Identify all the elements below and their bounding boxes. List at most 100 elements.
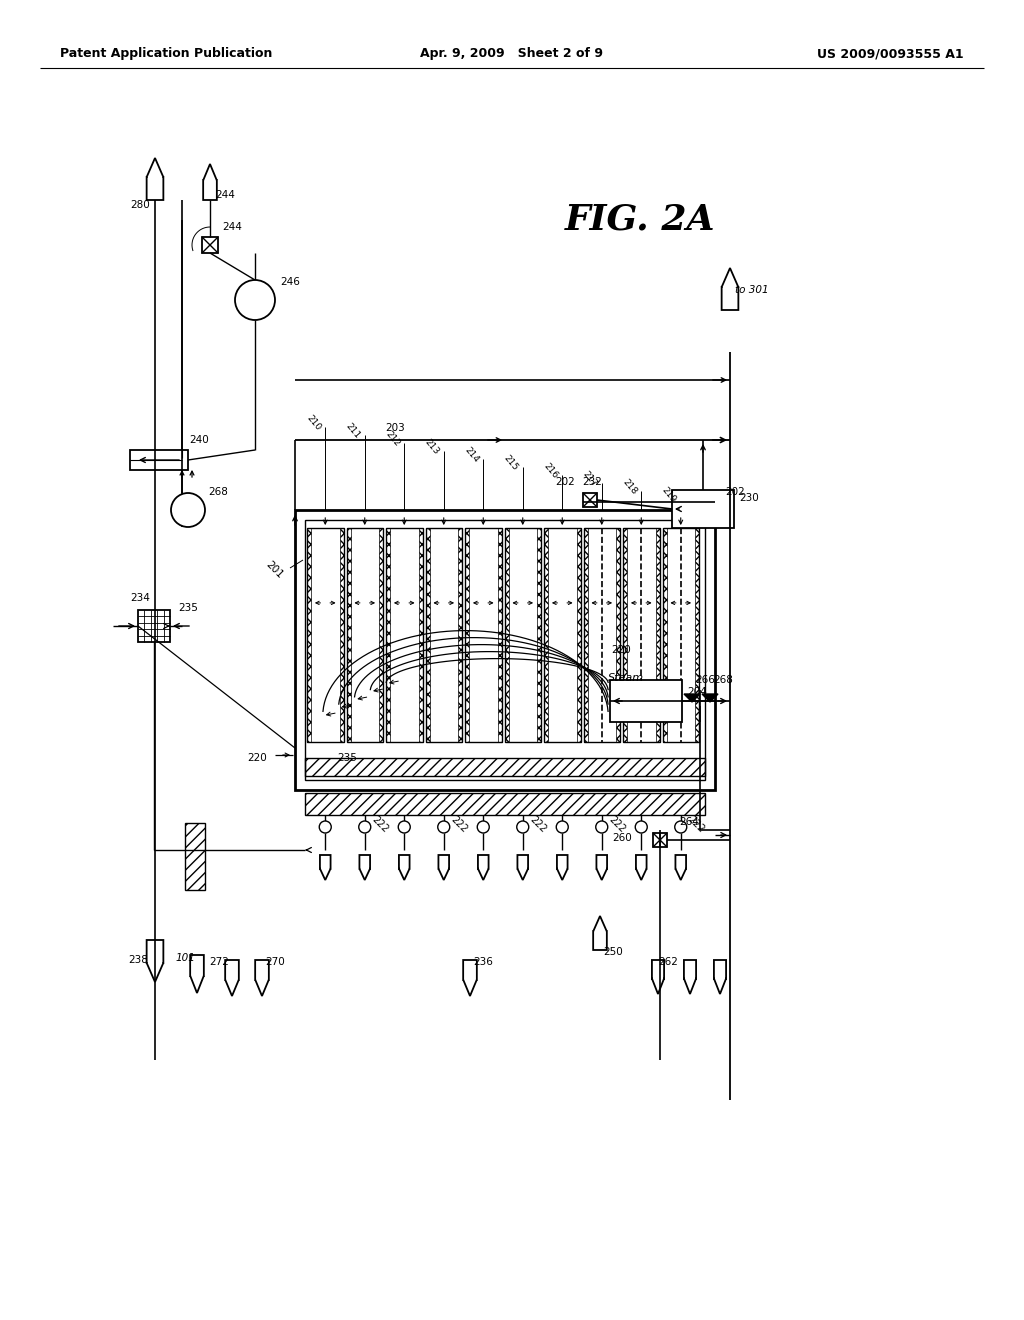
Text: 222: 222 bbox=[686, 814, 707, 836]
Bar bbox=[695, 528, 699, 742]
Text: 235: 235 bbox=[337, 752, 357, 763]
Text: Apr. 9, 2009   Sheet 2 of 9: Apr. 9, 2009 Sheet 2 of 9 bbox=[421, 48, 603, 61]
Text: 232: 232 bbox=[582, 477, 602, 487]
Text: 235: 235 bbox=[178, 603, 198, 612]
Bar bbox=[305, 758, 705, 776]
Bar bbox=[616, 528, 620, 742]
Bar bbox=[185, 822, 205, 890]
Text: 216: 216 bbox=[542, 462, 559, 480]
Text: 230: 230 bbox=[739, 492, 759, 503]
Circle shape bbox=[517, 821, 528, 833]
Circle shape bbox=[319, 821, 331, 833]
Text: 220: 220 bbox=[247, 752, 267, 763]
Text: 217: 217 bbox=[581, 470, 599, 488]
Bar bbox=[138, 610, 170, 642]
Text: 234: 234 bbox=[130, 593, 150, 603]
Bar bbox=[458, 528, 462, 742]
Text: 212: 212 bbox=[383, 429, 401, 449]
Text: 204: 204 bbox=[687, 686, 707, 697]
Bar bbox=[653, 833, 667, 847]
Circle shape bbox=[556, 821, 568, 833]
Bar bbox=[655, 528, 659, 742]
Text: 236: 236 bbox=[473, 957, 493, 968]
Bar bbox=[610, 680, 682, 722]
Bar bbox=[426, 528, 429, 742]
Text: 246: 246 bbox=[280, 277, 300, 286]
Bar bbox=[584, 528, 620, 742]
Text: 222: 222 bbox=[607, 814, 627, 836]
Bar bbox=[305, 793, 705, 814]
Text: 268: 268 bbox=[713, 675, 733, 685]
Bar bbox=[544, 528, 548, 742]
Text: 272: 272 bbox=[209, 957, 229, 968]
Bar bbox=[537, 528, 541, 742]
Bar bbox=[623, 528, 627, 742]
Bar bbox=[202, 238, 218, 253]
Bar bbox=[583, 492, 597, 507]
Text: 202: 202 bbox=[725, 487, 744, 498]
Circle shape bbox=[437, 821, 450, 833]
Circle shape bbox=[171, 492, 205, 527]
Bar bbox=[663, 528, 667, 742]
Bar bbox=[584, 528, 588, 742]
Bar bbox=[623, 528, 659, 742]
Bar bbox=[505, 528, 509, 742]
Bar bbox=[379, 528, 383, 742]
Bar bbox=[340, 528, 343, 742]
Text: 219: 219 bbox=[659, 486, 678, 504]
Polygon shape bbox=[702, 694, 718, 702]
Polygon shape bbox=[684, 694, 700, 702]
Text: 202: 202 bbox=[555, 477, 574, 487]
Text: Steam: Steam bbox=[608, 673, 644, 682]
Text: 203: 203 bbox=[385, 422, 404, 433]
Bar bbox=[419, 528, 423, 742]
Text: 210: 210 bbox=[304, 413, 323, 433]
Bar bbox=[498, 528, 502, 742]
Text: 238: 238 bbox=[128, 954, 148, 965]
Text: 211: 211 bbox=[344, 421, 361, 441]
Bar bbox=[346, 528, 350, 742]
Circle shape bbox=[234, 280, 275, 319]
Text: 244: 244 bbox=[222, 222, 242, 232]
Text: 220: 220 bbox=[611, 645, 631, 655]
Bar bbox=[663, 528, 699, 742]
Bar bbox=[505, 528, 541, 742]
Text: 213: 213 bbox=[423, 437, 440, 457]
Text: 262: 262 bbox=[658, 957, 678, 968]
Text: 215: 215 bbox=[502, 454, 520, 473]
Bar bbox=[577, 528, 581, 742]
Text: 250: 250 bbox=[603, 946, 623, 957]
Bar bbox=[295, 510, 715, 789]
Circle shape bbox=[358, 821, 371, 833]
Circle shape bbox=[477, 821, 489, 833]
Bar bbox=[130, 450, 188, 470]
Circle shape bbox=[635, 821, 647, 833]
Text: FIG. 2A: FIG. 2A bbox=[565, 203, 715, 238]
Text: 201: 201 bbox=[264, 560, 285, 581]
Circle shape bbox=[675, 821, 687, 833]
Text: 268: 268 bbox=[208, 487, 228, 498]
Text: Patent Application Publication: Patent Application Publication bbox=[60, 48, 272, 61]
Text: 266: 266 bbox=[695, 675, 715, 685]
Text: 222: 222 bbox=[527, 814, 548, 836]
Text: to 301: to 301 bbox=[735, 285, 769, 294]
Text: 264: 264 bbox=[679, 817, 698, 828]
Bar bbox=[305, 520, 705, 780]
Text: 270: 270 bbox=[265, 957, 285, 968]
Bar bbox=[672, 490, 734, 528]
Bar bbox=[307, 528, 311, 742]
Bar bbox=[346, 528, 383, 742]
Bar bbox=[544, 528, 581, 742]
Circle shape bbox=[596, 821, 608, 833]
Text: 101: 101 bbox=[175, 953, 195, 964]
Circle shape bbox=[398, 821, 411, 833]
Text: US 2009/0093555 A1: US 2009/0093555 A1 bbox=[817, 48, 964, 61]
Bar bbox=[307, 528, 343, 742]
Text: 240: 240 bbox=[189, 436, 209, 445]
Bar bbox=[465, 528, 469, 742]
Text: 218: 218 bbox=[621, 478, 638, 496]
Text: 280: 280 bbox=[130, 201, 150, 210]
Text: 222: 222 bbox=[370, 814, 390, 836]
Text: 260: 260 bbox=[612, 833, 632, 843]
Bar bbox=[426, 528, 462, 742]
